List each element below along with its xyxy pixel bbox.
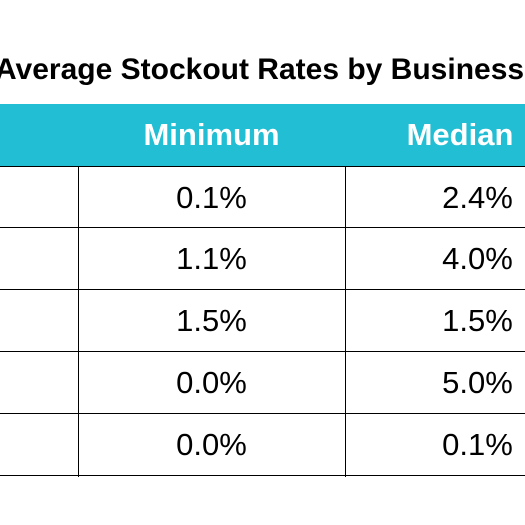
table-row: 1.1% 4.0% <box>0 228 525 290</box>
cell-median: 1.5% <box>442 303 513 338</box>
cell-minimum: 1.5% <box>176 303 247 338</box>
table-row: 0.0% 0.1% <box>0 414 525 476</box>
table-row: 1.5% 1.5% <box>0 290 525 352</box>
cell-minimum: 0.1% <box>176 180 247 215</box>
table-row: 0.1% 2.4% <box>0 166 525 228</box>
cell-median: 5.0% <box>442 365 513 400</box>
cell-median: 0.1% <box>442 427 513 462</box>
stockout-rates-table: Minimum Median 0.1% 2.4% 1.1% 4.0% 1.5% … <box>0 104 525 476</box>
cell-median: 2.4% <box>442 180 513 215</box>
column-divider-middle <box>345 166 346 477</box>
cell-minimum: 0.0% <box>176 427 247 462</box>
column-header-median: Median <box>406 117 514 152</box>
table-header-row: Minimum Median <box>0 104 525 166</box>
cell-median: 4.0% <box>442 241 513 276</box>
cell-minimum: 0.0% <box>176 365 247 400</box>
table-row: 0.0% 5.0% <box>0 352 525 414</box>
table-title: Average Stockout Rates by Business <box>0 53 525 86</box>
cell-minimum: 1.1% <box>176 241 247 276</box>
column-divider-left <box>78 166 79 477</box>
column-header-minimum: Minimum <box>143 117 280 152</box>
